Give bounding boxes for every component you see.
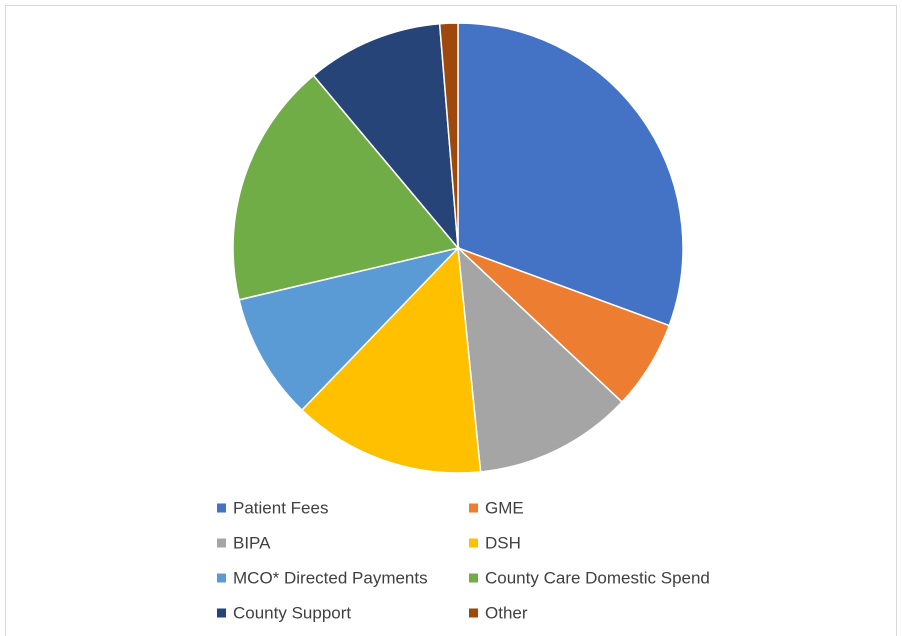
legend-swatch — [217, 573, 226, 583]
pie-slice — [312, 22, 459, 251]
legend-swatch — [217, 608, 226, 618]
legend-label: Patient Fees — [233, 498, 328, 517]
pie-slice — [457, 22, 684, 327]
legend-swatch — [469, 538, 478, 548]
pie-slice — [300, 246, 482, 474]
pie-slice — [232, 74, 460, 301]
legend-label: MCO* Directed Payments — [233, 568, 428, 587]
legend-label: GME — [485, 498, 524, 517]
pie-slice — [457, 246, 624, 473]
pie-slice — [238, 246, 461, 412]
legend-label: County Support — [233, 603, 351, 622]
legend-swatch — [469, 573, 478, 583]
legend-swatch — [217, 503, 226, 513]
legend-label: County Care Domestic Spend — [485, 568, 710, 587]
pie-slice — [438, 22, 459, 249]
legend-label: BIPA — [233, 533, 271, 552]
legend-label: Other — [485, 603, 528, 622]
legend-swatch — [217, 538, 226, 548]
legend-swatch — [469, 608, 478, 618]
legend-label: DSH — [485, 533, 521, 552]
legend-swatch — [469, 503, 478, 513]
